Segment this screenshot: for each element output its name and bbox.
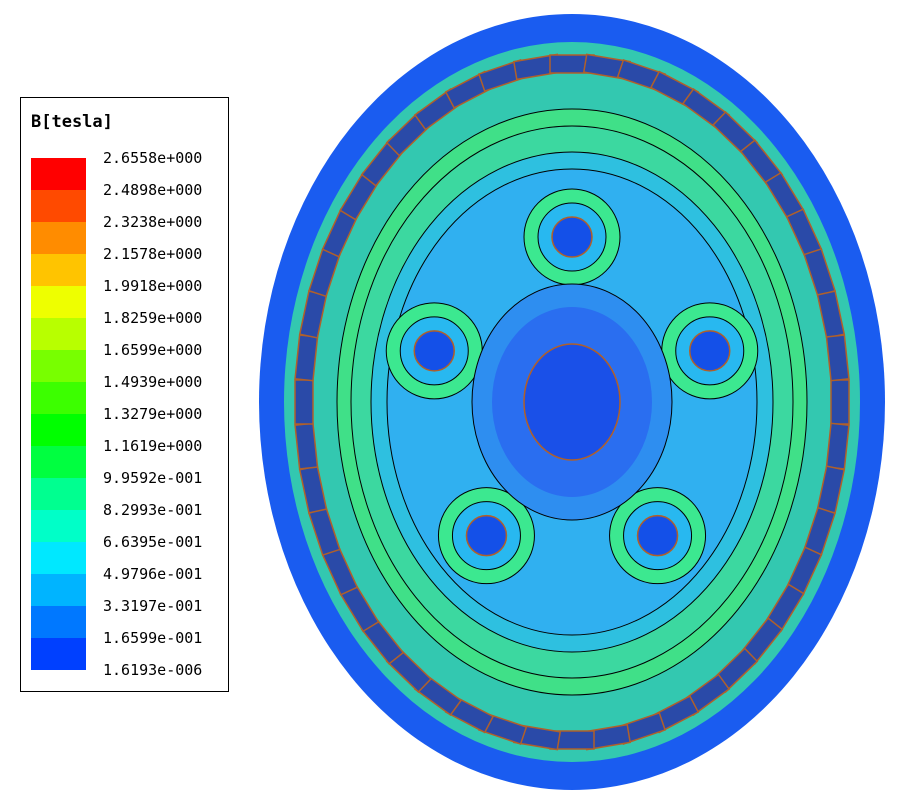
color-swatch (31, 606, 86, 638)
color-swatch (31, 222, 86, 254)
stator-slot (825, 334, 850, 382)
legend-label: 4.9796e-001 (103, 565, 203, 583)
stator-slot (294, 379, 314, 425)
color-swatch (31, 574, 86, 606)
legend-label: 1.3279e+000 (103, 405, 203, 423)
color-swatch (31, 510, 86, 542)
color-swatch (31, 318, 86, 350)
color-swatch (31, 478, 86, 510)
stator-slot (825, 422, 850, 470)
planet-shaft (413, 330, 455, 372)
color-swatch (31, 414, 86, 446)
legend-label: 1.6599e-001 (103, 629, 203, 647)
legend-label: 9.9592e-001 (103, 469, 203, 487)
legend-label: 1.9918e+000 (103, 277, 203, 295)
legend: B[tesla] 2.6558e+000 2.4898e+000 2.3238e+0… (20, 97, 229, 692)
legend-label: 2.4898e+000 (103, 181, 203, 199)
legend-label: 8.2993e-001 (103, 501, 203, 519)
legend-label: 6.6395e-001 (103, 533, 203, 551)
planet-shaft (465, 514, 508, 557)
legend-label: 1.8259e+000 (103, 309, 203, 327)
legend-label: 1.6599e+000 (103, 341, 203, 359)
color-swatch (31, 190, 86, 222)
legend-label: 1.6193e-006 (103, 661, 203, 679)
legend-label: 1.4939e+000 (103, 373, 203, 391)
color-swatch (31, 158, 86, 190)
color-swatch (31, 254, 86, 286)
color-swatch (31, 638, 86, 670)
color-swatch (31, 382, 86, 414)
color-swatch (31, 286, 86, 318)
legend-label: 2.6558e+000 (103, 149, 203, 167)
shaft (523, 343, 621, 461)
legend-title: B[tesla] (31, 112, 113, 132)
color-swatch (31, 350, 86, 382)
legend-label: 3.3197e-001 (103, 597, 203, 615)
planet-shaft (636, 514, 679, 557)
color-swatch (31, 446, 86, 478)
legend-label: 2.1578e+000 (103, 245, 203, 263)
stator-slot (294, 422, 319, 470)
legend-label: 1.1619e+000 (103, 437, 203, 455)
planet-shaft (689, 330, 731, 372)
stator-slot (294, 334, 319, 382)
stator-slot (830, 379, 850, 425)
color-swatch (31, 542, 86, 574)
planet-shaft (551, 216, 593, 258)
legend-label: 2.3238e+000 (103, 213, 203, 231)
